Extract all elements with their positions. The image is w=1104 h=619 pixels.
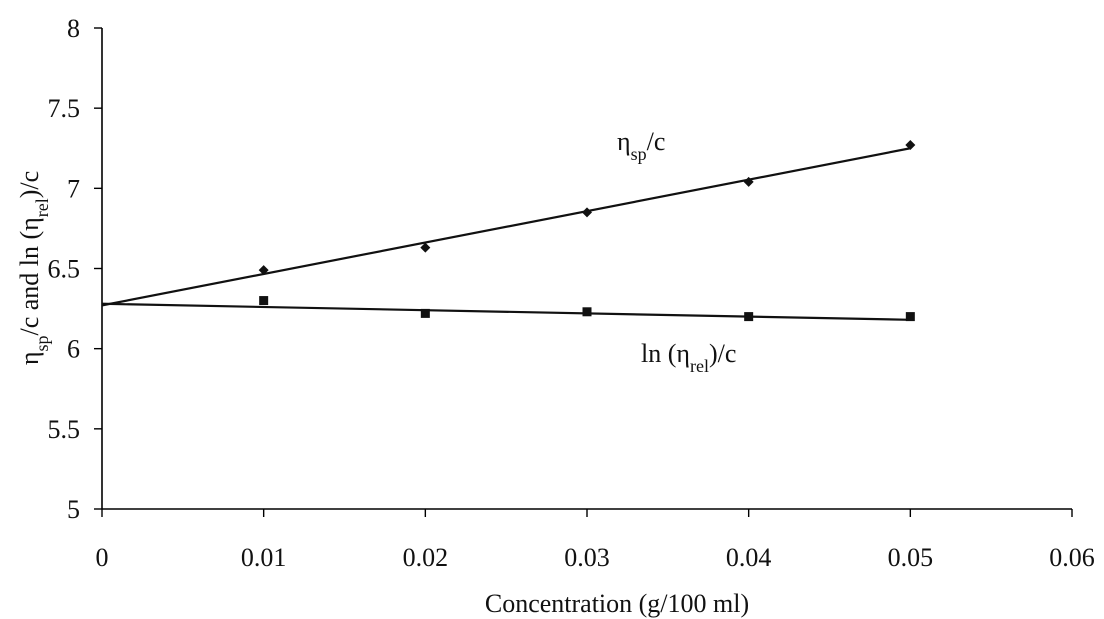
chart-ticks: 5 5.5 6 6.5 7 7.5 8 0 0.01 0.02 0.03 0.04 0.05 0.06 <box>48 14 1095 572</box>
text-part: /c <box>647 127 666 156</box>
y-tick-label: 7.5 <box>48 94 81 123</box>
chart-markers <box>258 140 916 322</box>
x-tick-label: 0.04 <box>726 543 772 572</box>
y-axis-title: ηsp/c and ln (ηrel)/c <box>15 171 52 365</box>
trendline-series-2 <box>101 302 911 321</box>
series-label-ln-eta-rel: ln (ηrel)/c <box>641 339 736 376</box>
y-tick-label: 8 <box>67 14 80 43</box>
diamond-marker <box>582 207 592 218</box>
diamond-marker <box>258 265 269 276</box>
text-part: η <box>15 352 44 366</box>
diamond-marker <box>743 176 754 187</box>
series-label-eta-sp: ηsp/c <box>617 127 665 164</box>
square-marker <box>259 296 269 306</box>
x-tick-label: 0.01 <box>241 543 287 572</box>
text-part: /c and ln (η <box>15 217 44 335</box>
square-marker <box>582 307 592 317</box>
square-marker <box>744 312 754 322</box>
y-tick-label: 5 <box>67 495 80 524</box>
y-tick-label: 6.5 <box>48 255 81 284</box>
y-tick-label: 6 <box>67 335 80 364</box>
y-tick-label: 5.5 <box>48 415 81 444</box>
text-part: )/c <box>15 171 44 198</box>
chart-trendlines <box>101 147 911 321</box>
subscript-text: sp <box>32 336 52 352</box>
chart-axes <box>101 28 1072 510</box>
text-part: η <box>617 127 631 156</box>
square-marker <box>420 308 430 318</box>
y-tick-label: 7 <box>67 174 80 203</box>
text-part: )/c <box>709 339 736 368</box>
subscript-text: rel <box>690 356 709 376</box>
diamond-marker <box>420 242 431 253</box>
trendline-series-1 <box>101 147 911 307</box>
diamond-marker <box>905 140 916 151</box>
x-tick-label: 0.03 <box>564 543 610 572</box>
chart-labels: Concentration (g/100 ml)ηsp/c and ln (ηr… <box>15 127 749 618</box>
subscript-text: rel <box>32 198 52 217</box>
x-tick-label: 0.02 <box>403 543 449 572</box>
square-marker <box>905 312 915 322</box>
x-tick-label: 0.05 <box>888 543 934 572</box>
text-part: ln (η <box>641 339 690 368</box>
x-axis-title: Concentration (g/100 ml) <box>485 589 749 618</box>
x-tick-label: 0.06 <box>1049 543 1095 572</box>
subscript-text: sp <box>631 144 647 164</box>
x-tick-label: 0 <box>96 543 109 572</box>
